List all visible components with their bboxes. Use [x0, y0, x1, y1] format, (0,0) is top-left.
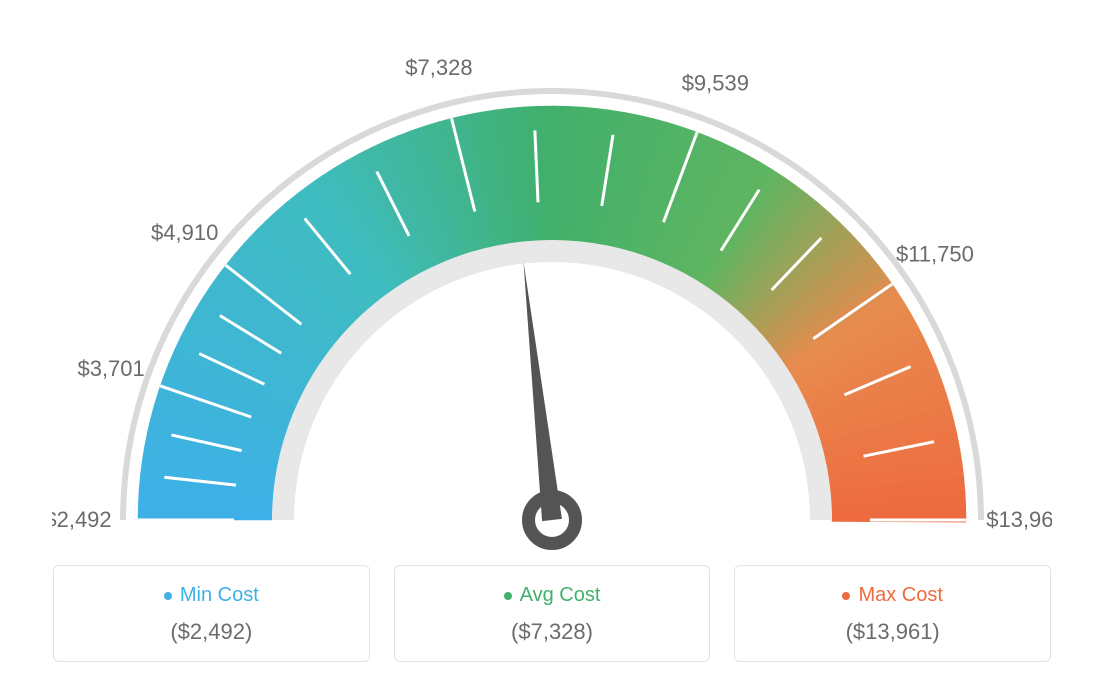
gauge-svg: $2,492 $3,701 $4,910 $7,328 $9,539 $11,750 $13… — [52, 30, 1052, 570]
gauge-tick-label: $13,961 — [986, 507, 1052, 532]
max-cost-label: Max Cost — [858, 584, 942, 607]
min-cost-head: Min Cost — [164, 584, 259, 607]
gauge-tick-label: $11,750 — [896, 241, 974, 266]
min-cost-card: Min Cost ($2,492) — [53, 565, 370, 662]
max-dot-icon — [842, 592, 850, 600]
min-cost-label: Min Cost — [180, 584, 259, 607]
gauge-tick-label: $4,910 — [151, 220, 218, 245]
min-cost-value: ($2,492) — [64, 619, 359, 645]
gauge-tick-label: $9,539 — [682, 71, 749, 96]
min-dot-icon — [164, 592, 172, 600]
avg-cost-label: Avg Cost — [520, 584, 601, 607]
max-cost-card: Max Cost ($13,961) — [734, 565, 1051, 662]
cost-gauge: $2,492 $3,701 $4,910 $7,328 $9,539 $11,750 $13… — [52, 30, 1052, 550]
gauge-tick-label: $2,492 — [52, 507, 112, 532]
gauge-needle — [523, 262, 561, 522]
avg-cost-card: Avg Cost ($7,328) — [394, 565, 711, 662]
max-cost-value: ($13,961) — [745, 619, 1040, 645]
avg-dot-icon — [504, 592, 512, 600]
gauge-tick-label: $3,701 — [77, 356, 144, 381]
max-cost-head: Max Cost — [842, 584, 942, 607]
avg-cost-head: Avg Cost — [504, 584, 601, 607]
gauge-tick-label: $7,328 — [405, 55, 472, 80]
avg-cost-value: ($7,328) — [405, 619, 700, 645]
summary-cards: Min Cost ($2,492) Avg Cost ($7,328) Max … — [53, 565, 1051, 662]
